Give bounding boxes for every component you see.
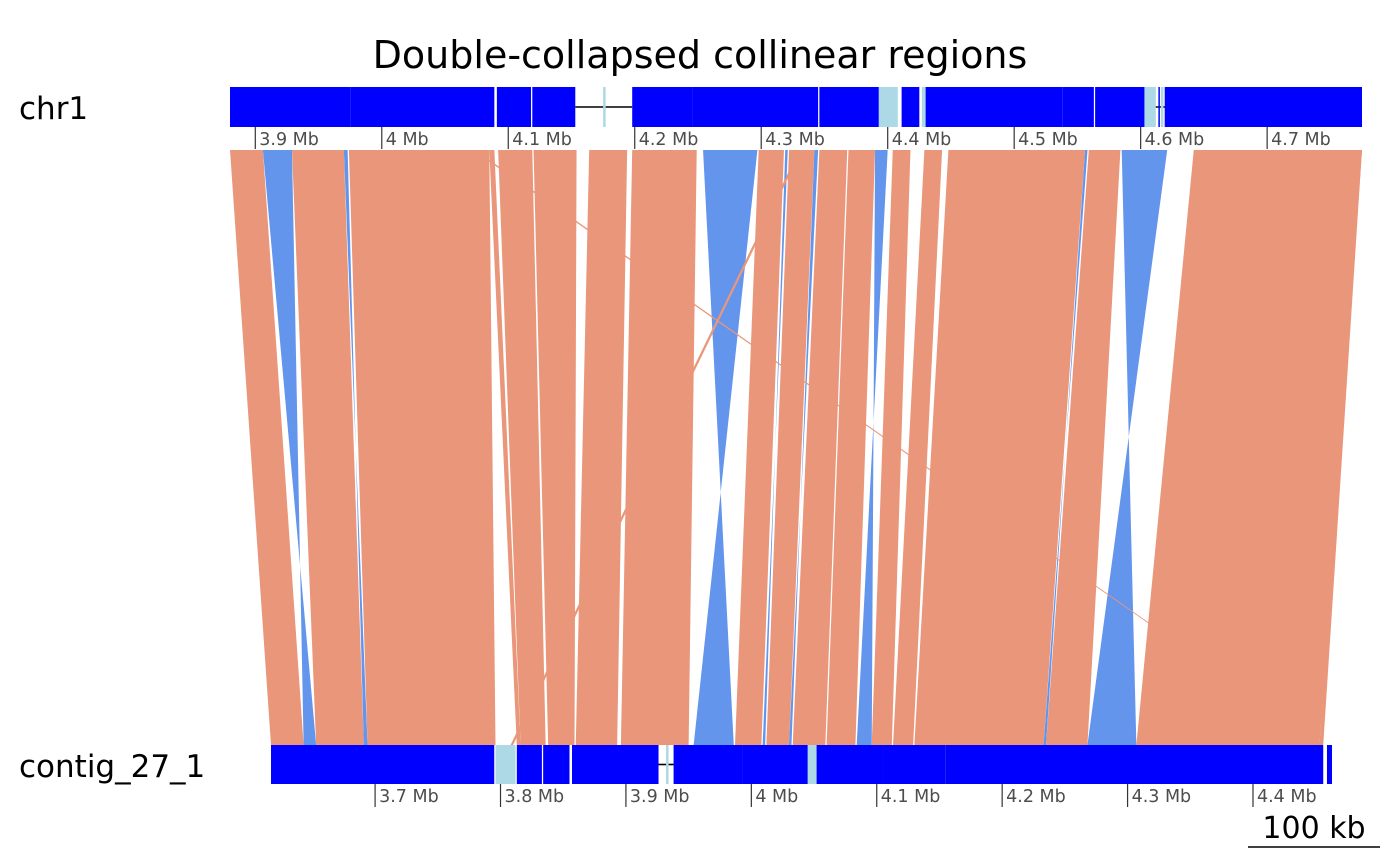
gap-block bbox=[878, 87, 898, 127]
tick-label: 4.4 Mb bbox=[1257, 787, 1317, 807]
alignment-ribbon-forward bbox=[792, 150, 848, 745]
sequence-block bbox=[271, 745, 495, 784]
tick-label: 3.9 Mb bbox=[630, 787, 690, 807]
alignment-ribbon-forward bbox=[575, 150, 628, 745]
alignment-ribbon-forward bbox=[489, 150, 521, 745]
sequence-block bbox=[496, 87, 532, 127]
alignment-ribbon-inverse bbox=[693, 150, 758, 745]
sequence-block bbox=[742, 745, 808, 784]
sequence-block bbox=[901, 87, 920, 127]
tick-label: 4.2 Mb bbox=[639, 130, 699, 150]
gap-block bbox=[603, 87, 606, 127]
sequence-tracks bbox=[230, 87, 1362, 784]
alignment-ribbon-forward bbox=[230, 150, 304, 745]
gap-block bbox=[1160, 87, 1164, 127]
tick-label: 4.2 Mb bbox=[1006, 787, 1066, 807]
alignment-ribbon-inverse bbox=[343, 150, 368, 745]
alignment-ribbon-inverse bbox=[1087, 150, 1168, 745]
gap-block bbox=[666, 745, 669, 784]
chart-title: Double-collapsed collinear regions bbox=[373, 33, 1028, 77]
alignment-ribbon-forward bbox=[826, 150, 876, 745]
sequence-block bbox=[816, 745, 884, 784]
sequence-block bbox=[1326, 745, 1332, 784]
tick-label: 4.3 Mb bbox=[765, 130, 825, 150]
alignment-ribbon-forward bbox=[620, 150, 697, 745]
sequence-block bbox=[924, 87, 1063, 127]
alignment-ribbon-forward bbox=[1046, 150, 1121, 745]
alignment-ribbon-forward bbox=[893, 150, 943, 745]
tick-label: 4.4 Mb bbox=[892, 130, 952, 150]
sequence-block bbox=[1062, 87, 1094, 127]
alignment-ribbon-inverse bbox=[788, 150, 819, 745]
track-label-reference: chr1 bbox=[19, 91, 88, 127]
track-label-query: contig_27_1 bbox=[19, 749, 205, 785]
alignment-ribbons bbox=[230, 150, 1362, 745]
sequence-block bbox=[945, 745, 1324, 784]
sequence-block bbox=[632, 87, 693, 127]
sequence-block bbox=[673, 745, 743, 784]
alignment-ribbon-forward bbox=[510, 150, 802, 745]
alignment-ribbon-forward bbox=[291, 150, 364, 745]
tick-label: 3.9 Mb bbox=[259, 130, 319, 150]
sequence-block bbox=[1095, 87, 1145, 127]
sequence-block bbox=[543, 745, 570, 784]
sequence-block bbox=[1158, 87, 1160, 127]
axis-ticks: 3.9 Mb 4 Mb 4.1 Mb 4.2 Mb 4.3 Mb 4.4 Mb 4.5 Mb… bbox=[254, 127, 1331, 807]
alignment-ribbon-forward bbox=[533, 150, 577, 745]
alignment-ribbon-forward bbox=[1136, 150, 1362, 745]
alignment-ribbon-forward bbox=[735, 150, 784, 745]
gap-block bbox=[1144, 87, 1156, 127]
alignment-ribbon-forward bbox=[348, 150, 496, 745]
sequence-block bbox=[1164, 87, 1362, 127]
tick-label: 4.7 Mb bbox=[1271, 130, 1331, 150]
tick-label: 4.3 Mb bbox=[1132, 787, 1192, 807]
tick-label: 4.1 Mb bbox=[881, 787, 941, 807]
sequence-block bbox=[230, 87, 351, 127]
tick-label: 4 Mb bbox=[755, 787, 798, 807]
gap-block bbox=[921, 87, 926, 127]
tick-label: 4.1 Mb bbox=[512, 130, 572, 150]
sequence-block bbox=[350, 87, 495, 127]
alignment-ribbon-inverse bbox=[856, 150, 888, 745]
sequence-block bbox=[883, 745, 946, 784]
tick-label: 3.7 Mb bbox=[379, 787, 439, 807]
gap-block bbox=[807, 745, 817, 784]
alignment-ribbon-forward bbox=[766, 150, 815, 745]
sequence-block bbox=[819, 87, 879, 127]
alignment-ribbon-inverse bbox=[1043, 150, 1088, 745]
tick-label: 4 Mb bbox=[386, 130, 429, 150]
tick-label: 4.5 Mb bbox=[1018, 130, 1078, 150]
sequence-block bbox=[516, 745, 542, 784]
alignment-ribbon-forward bbox=[1319, 150, 1362, 745]
tick-label: 4.6 Mb bbox=[1145, 130, 1205, 150]
tick-label: 3.8 Mb bbox=[505, 787, 565, 807]
alignment-ribbon-inverse bbox=[262, 150, 317, 745]
alignment-ribbon-forward bbox=[472, 150, 1324, 745]
gap-block bbox=[495, 745, 516, 784]
alignment-ribbon-inverse bbox=[762, 150, 788, 745]
alignment-ribbon-forward bbox=[498, 150, 546, 745]
scale-bar-label: 100 kb bbox=[1262, 811, 1365, 846]
scale-bar: 100 kb bbox=[1248, 811, 1380, 848]
sequence-block bbox=[692, 87, 819, 127]
sequence-block bbox=[571, 745, 659, 784]
alignment-ribbon-forward bbox=[914, 150, 1086, 745]
alignment-ribbon-forward bbox=[871, 150, 911, 745]
sequence-block bbox=[532, 87, 576, 127]
